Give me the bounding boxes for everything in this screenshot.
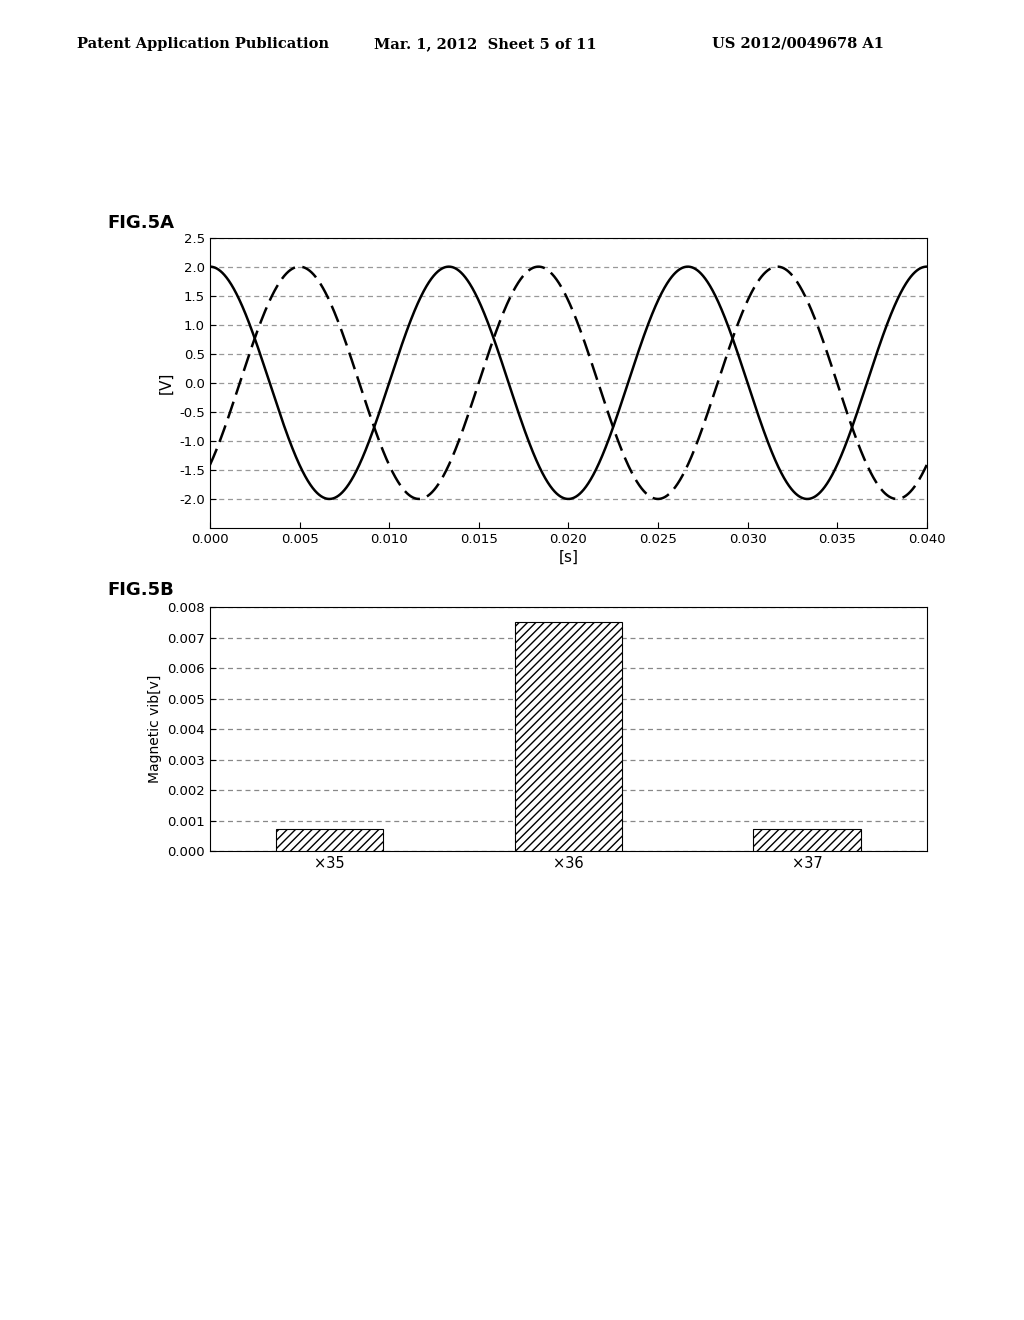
Text: Patent Application Publication: Patent Application Publication (77, 37, 329, 51)
Text: FIG.5B: FIG.5B (108, 581, 174, 599)
Y-axis label: Magnetic vib[v]: Magnetic vib[v] (147, 675, 162, 784)
Y-axis label: [V]: [V] (159, 372, 174, 393)
X-axis label: [s]: [s] (558, 550, 579, 565)
Bar (514, 623, 622, 851)
Bar (275, 829, 383, 851)
Text: FIG.5A: FIG.5A (108, 214, 174, 232)
Text: US 2012/0049678 A1: US 2012/0049678 A1 (712, 37, 884, 51)
Text: Mar. 1, 2012  Sheet 5 of 11: Mar. 1, 2012 Sheet 5 of 11 (374, 37, 596, 51)
Bar (754, 829, 861, 851)
